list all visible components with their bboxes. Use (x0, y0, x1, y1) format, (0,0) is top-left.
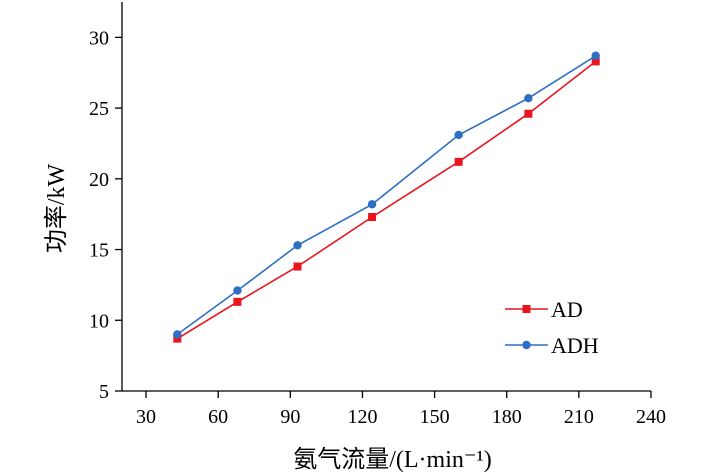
ticks: 30 60 90 120 150 180 210 240 5 10 15 20 25 30 (89, 27, 666, 428)
data-point-ad (233, 297, 242, 306)
data-point-ad (454, 157, 463, 166)
data-point-ad (368, 213, 377, 222)
legend-marker-adh (522, 340, 531, 350)
y-tick-label: 25 (89, 98, 109, 120)
legend-label-adh: ADH (551, 333, 599, 358)
data-point-adh (233, 286, 242, 295)
x-tick-label: 180 (492, 406, 522, 428)
data-point-ad (591, 57, 600, 66)
x-tick-label: 120 (347, 406, 377, 428)
legend-marker-ad (522, 305, 531, 313)
legend: AD ADH (505, 297, 599, 358)
data-point-adh (367, 200, 377, 209)
legend-label-ad: AD (551, 297, 583, 322)
y-axis-title: 功率/kW (43, 163, 70, 253)
axes (121, 2, 651, 392)
x-axis-title: 氨气流量/(L·min⁻¹) (293, 446, 492, 473)
y-tick-label: 10 (89, 310, 109, 332)
data-point-adh (591, 51, 600, 60)
y-tick-label: 15 (89, 240, 109, 262)
data-point-adh (173, 330, 182, 339)
series-line-ad (176, 60, 597, 340)
x-tick-label: 90 (280, 406, 300, 428)
y-tick-label: 5 (99, 381, 109, 403)
data-point-adh (454, 130, 463, 140)
y-tick-label: 20 (89, 169, 109, 191)
data-point-ad (524, 109, 533, 118)
plot-area (173, 51, 600, 343)
data-point-adh (524, 93, 533, 103)
data-point-ad (173, 334, 182, 343)
x-tick-label: 150 (420, 406, 450, 428)
y-tick-label: 30 (89, 27, 109, 49)
x-tick-label: 30 (136, 406, 156, 428)
x-tick-label: 210 (564, 406, 594, 428)
data-point-adh (293, 241, 302, 250)
x-tick-label: 60 (208, 406, 228, 428)
x-tick-label: 240 (636, 406, 666, 428)
data-point-ad (293, 262, 302, 271)
